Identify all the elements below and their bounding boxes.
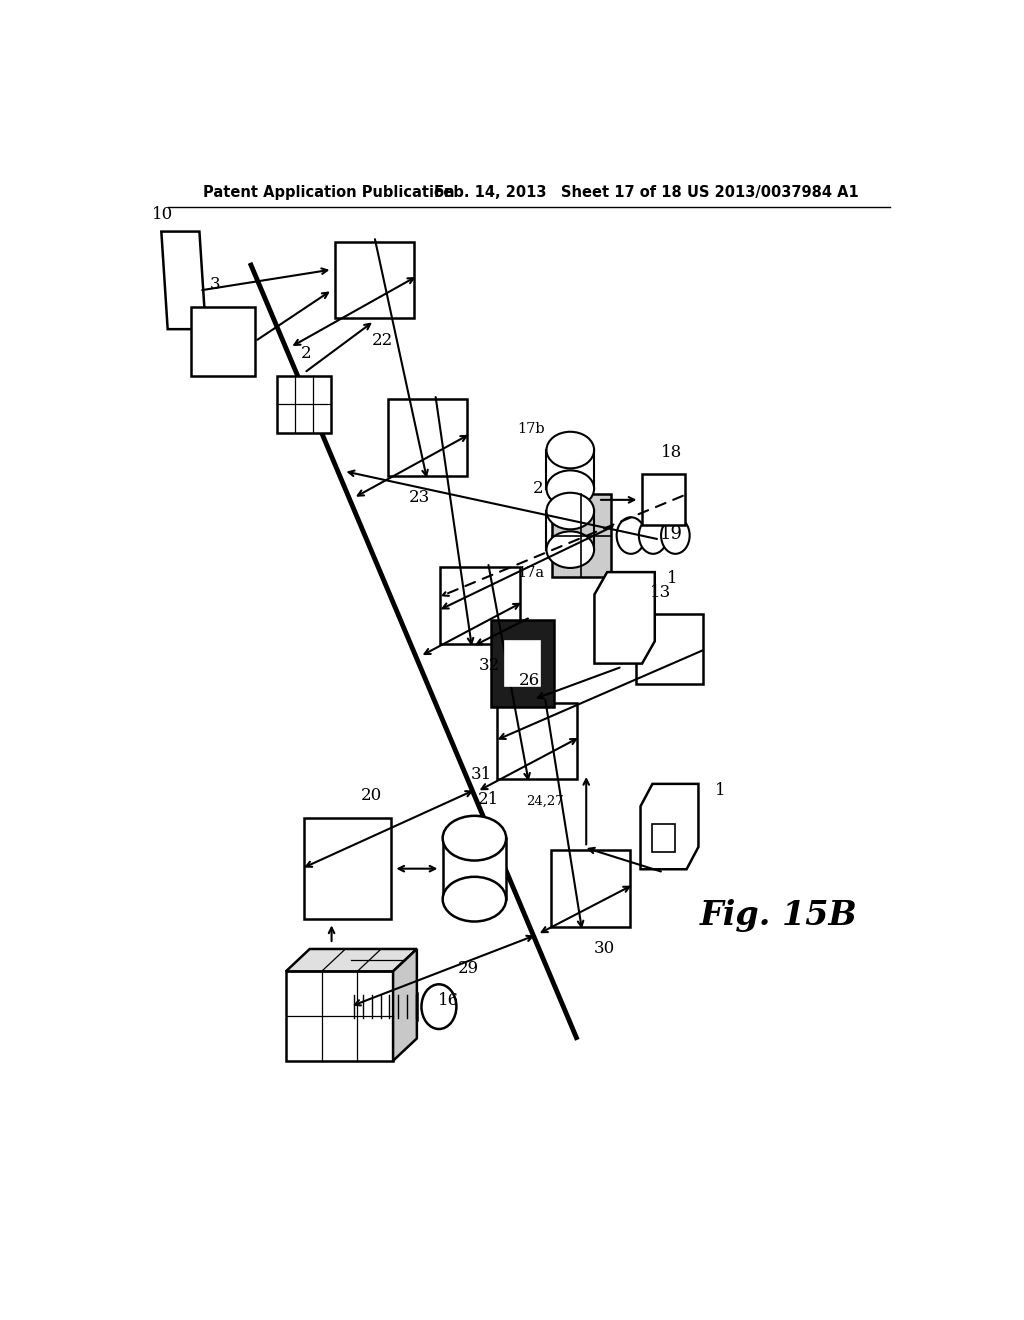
Bar — [636, 614, 703, 684]
Text: Sheet 17 of 18: Sheet 17 of 18 — [560, 185, 681, 201]
Bar — [547, 450, 594, 488]
Text: 20: 20 — [360, 787, 382, 804]
Text: 32: 32 — [479, 657, 500, 675]
Text: 22: 22 — [372, 331, 393, 348]
Circle shape — [639, 517, 668, 554]
Text: 17a: 17a — [517, 566, 544, 579]
Text: 23: 23 — [409, 490, 430, 507]
Text: 1: 1 — [716, 783, 726, 800]
Text: Feb. 14, 2013: Feb. 14, 2013 — [433, 185, 546, 201]
Bar — [335, 242, 414, 318]
Polygon shape — [286, 949, 417, 972]
Text: 30: 30 — [594, 940, 615, 957]
Ellipse shape — [442, 816, 506, 861]
Text: 10: 10 — [152, 206, 173, 223]
Bar — [388, 400, 467, 475]
Bar — [642, 474, 685, 525]
Bar — [278, 376, 331, 433]
Text: 16: 16 — [438, 993, 459, 1010]
Text: 17b: 17b — [517, 421, 545, 436]
Bar — [505, 642, 540, 686]
Text: Patent Application Publication: Patent Application Publication — [204, 185, 455, 201]
Text: US 2013/0037984 A1: US 2013/0037984 A1 — [687, 185, 859, 201]
Polygon shape — [393, 949, 417, 1061]
Text: 18: 18 — [660, 444, 682, 461]
Ellipse shape — [547, 532, 594, 568]
Polygon shape — [286, 972, 393, 1061]
Bar — [490, 620, 554, 706]
Ellipse shape — [547, 492, 594, 529]
Polygon shape — [595, 572, 654, 664]
Polygon shape — [162, 231, 206, 329]
Bar — [440, 568, 520, 644]
Bar — [547, 511, 594, 549]
Circle shape — [662, 517, 689, 554]
Text: 19: 19 — [660, 525, 683, 544]
Bar — [551, 850, 630, 927]
Text: Fig. 15B: Fig. 15B — [699, 899, 857, 932]
Text: 31: 31 — [471, 766, 493, 783]
Text: 24,27: 24,27 — [526, 795, 564, 808]
Bar — [352, 994, 418, 1020]
Ellipse shape — [547, 470, 594, 507]
Circle shape — [422, 985, 457, 1030]
Bar — [652, 824, 675, 851]
Text: 3: 3 — [210, 276, 220, 293]
Text: 26: 26 — [518, 672, 540, 689]
Text: 29: 29 — [458, 960, 479, 977]
Text: 2: 2 — [532, 480, 543, 498]
Text: 21: 21 — [478, 791, 500, 808]
Bar — [442, 838, 506, 899]
Bar — [552, 494, 611, 577]
Text: 1: 1 — [667, 570, 678, 586]
Bar — [191, 306, 255, 376]
Ellipse shape — [442, 876, 506, 921]
Text: 2: 2 — [300, 345, 311, 362]
Bar — [498, 702, 577, 779]
Polygon shape — [641, 784, 698, 870]
Text: 13: 13 — [649, 583, 671, 601]
Bar — [304, 818, 391, 920]
Ellipse shape — [547, 432, 594, 469]
Circle shape — [616, 517, 645, 554]
